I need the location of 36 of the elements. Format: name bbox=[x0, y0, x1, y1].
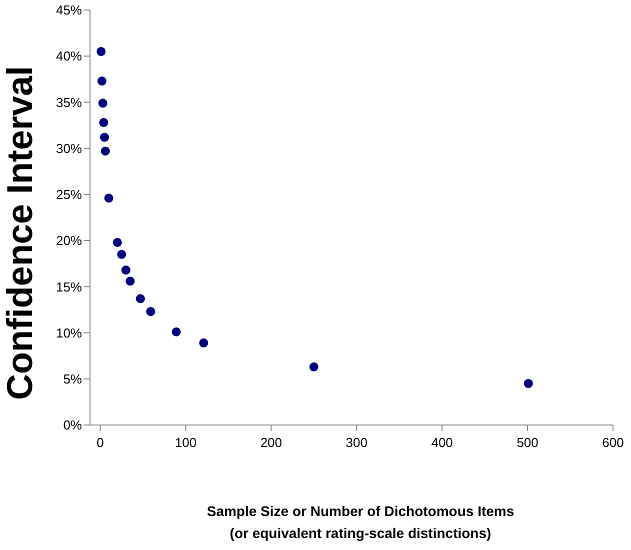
y-tick-label: 10% bbox=[56, 325, 82, 340]
y-axis-title: Confidence Interval bbox=[0, 65, 41, 400]
point bbox=[96, 46, 106, 56]
point bbox=[172, 327, 181, 336]
y-tick-label: 20% bbox=[56, 233, 82, 248]
x-axis-title: Sample Size or Number of Dichotomous Items (or equivalent rating-scale distinctions) bbox=[206, 502, 516, 543]
x-tick-label: 100 bbox=[174, 435, 197, 450]
y-tick-label: 35% bbox=[56, 94, 82, 110]
point bbox=[97, 76, 106, 86]
y-tick-label: 5% bbox=[63, 372, 82, 387]
y-tick-label: 30% bbox=[56, 140, 82, 156]
y-tick-label: 15% bbox=[56, 279, 82, 294]
x-tick-label: 500 bbox=[516, 435, 538, 450]
point bbox=[100, 146, 110, 156]
point bbox=[126, 276, 135, 286]
x-tick-label: 600 bbox=[602, 435, 624, 450]
point bbox=[136, 294, 145, 304]
x-tick-label: 200 bbox=[260, 435, 282, 450]
point bbox=[98, 98, 108, 108]
y-tick-label: 25% bbox=[56, 187, 82, 202]
point bbox=[99, 118, 108, 128]
x-tick-label: 400 bbox=[431, 435, 453, 450]
point bbox=[112, 238, 122, 247]
point bbox=[146, 307, 156, 316]
point bbox=[100, 132, 110, 142]
x-tick-label: 300 bbox=[346, 435, 368, 450]
point bbox=[309, 362, 318, 372]
point bbox=[104, 194, 114, 203]
point bbox=[199, 338, 208, 348]
point bbox=[524, 378, 533, 388]
point bbox=[121, 266, 130, 275]
y-tick-label: 40% bbox=[56, 48, 82, 64]
x-tick-label: 0 bbox=[96, 435, 104, 450]
y-tick-label: 0% bbox=[63, 418, 82, 433]
point bbox=[117, 250, 126, 259]
y-tick-label: 45% bbox=[56, 2, 82, 18]
